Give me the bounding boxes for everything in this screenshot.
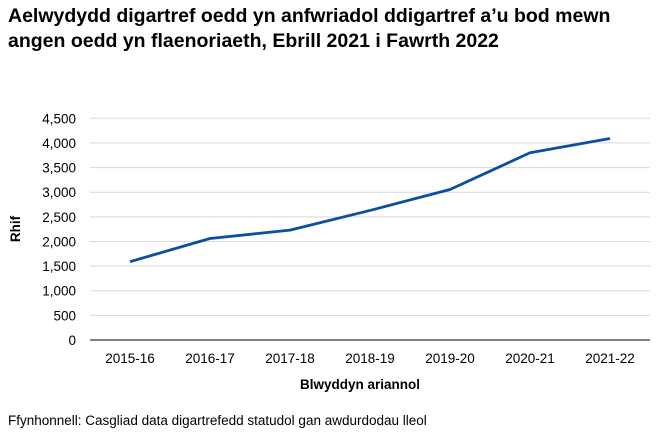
y-tick-label: 3,000 bbox=[42, 185, 76, 200]
y-tick-label: 500 bbox=[53, 308, 76, 323]
x-tick-label: 2015-16 bbox=[105, 351, 155, 366]
y-tick-label: 1,500 bbox=[42, 259, 76, 274]
y-axis-label: Rhif bbox=[8, 215, 23, 242]
x-tick-label: 2019-20 bbox=[425, 351, 475, 366]
y-tick-label: 4,000 bbox=[42, 136, 76, 151]
series-line bbox=[129, 137, 611, 264]
x-tick-label: 2020-21 bbox=[505, 351, 555, 366]
y-tick-label: 3,500 bbox=[42, 161, 76, 176]
x-tick-label: 2021-22 bbox=[585, 351, 635, 366]
x-tick-label: 2018-19 bbox=[345, 351, 395, 366]
chart-title: Aelwydydd digartref oedd yn anfwriadol d… bbox=[8, 5, 611, 52]
x-tick-label: 2016-17 bbox=[185, 351, 235, 366]
y-tick-label: 1,000 bbox=[42, 284, 76, 299]
y-tick-label: 2,500 bbox=[42, 210, 76, 225]
y-tick-label: 0 bbox=[68, 333, 76, 348]
y-tick-label: 4,500 bbox=[42, 111, 76, 126]
x-axis-label: Blwyddyn ariannol bbox=[300, 377, 420, 392]
x-tick-label: 2017-18 bbox=[265, 351, 315, 366]
source-note: Ffynhonnell: Casgliad data digartrefedd … bbox=[8, 413, 427, 428]
y-tick-label: 2,000 bbox=[42, 234, 76, 249]
line-chart: 0 500 1,000 1,500 2,000 2,500 3,000 3,500 4,000 4… bbox=[8, 111, 650, 392]
